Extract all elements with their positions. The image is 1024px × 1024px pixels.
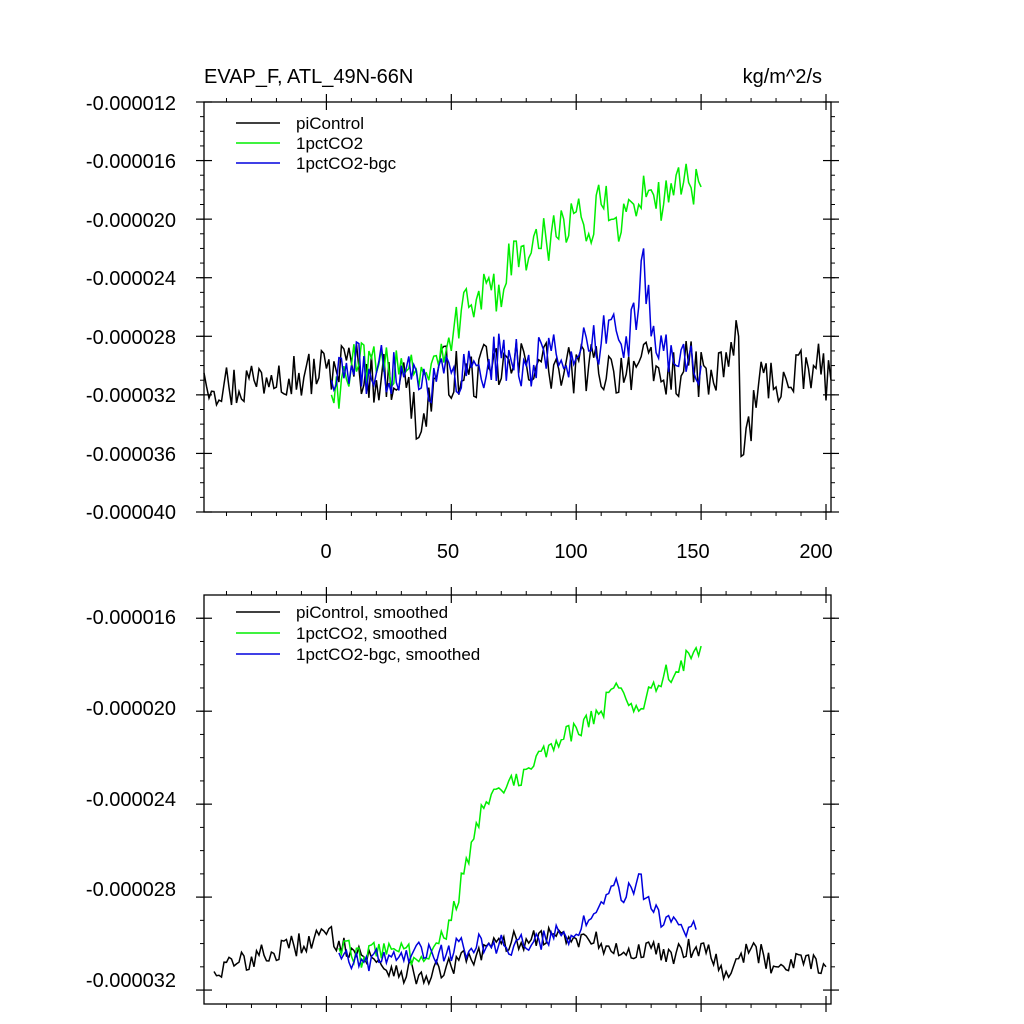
bottom-y-tick-label: -0.000024 bbox=[86, 789, 176, 811]
top-y-tick-label: -0.000024 bbox=[86, 268, 176, 290]
top-y-tick-label: -0.000012 bbox=[86, 93, 176, 115]
legend-label-picontrol: piControl bbox=[296, 114, 364, 133]
series-line-picontrol-smoothed bbox=[213, 924, 827, 987]
bottom-y-tick-labels: -0.000016 -0.000020 -0.000024 -0.000028 … bbox=[86, 607, 176, 992]
series-line-1pctco2 bbox=[330, 163, 702, 409]
top-x-tick-label: 0 bbox=[320, 541, 331, 563]
top-y-tick-label: -0.000032 bbox=[86, 385, 176, 407]
legend-label-1pctco2-smoothed: 1pctCO2, smoothed bbox=[296, 624, 447, 643]
legend-label-1pctco2-bgc-smoothed: 1pctCO2-bgc, smoothed bbox=[296, 645, 480, 664]
bottom-series-group bbox=[213, 645, 827, 987]
legend-label-picontrol-smoothed: piControl, smoothed bbox=[296, 603, 448, 622]
top-y-tick-label: -0.000028 bbox=[86, 327, 176, 349]
bottom-y-tick-label: -0.000016 bbox=[86, 607, 176, 629]
top-x-tick-label: 50 bbox=[437, 541, 459, 563]
top-legend: piControl 1pctCO2 1pctCO2-bgc bbox=[236, 114, 397, 173]
legend-label-1pctco2: 1pctCO2 bbox=[296, 134, 363, 153]
bottom-y-tick-label: -0.000028 bbox=[86, 879, 176, 901]
legend-label-1pctco2-bgc: 1pctCO2-bgc bbox=[296, 154, 397, 173]
series-line-1pctco2-bgc-smoothed bbox=[338, 873, 697, 972]
top-chart-title: EVAP_F, ATL_49N-66N bbox=[204, 66, 413, 88]
bottom-panel: -0.000016 -0.000020 -0.000024 -0.000028 … bbox=[86, 587, 839, 1012]
top-x-tick-labels: 0 50 100 150 200 bbox=[320, 541, 832, 563]
series-line-1pctco2-smoothed bbox=[338, 645, 702, 968]
top-x-tick-label: 100 bbox=[554, 541, 587, 563]
top-y-tick-labels: -0.000012 -0.000016 -0.000020 -0.000024 … bbox=[86, 93, 176, 524]
top-chart-units: kg/m^2/s bbox=[743, 66, 822, 88]
top-series-group bbox=[203, 163, 832, 458]
top-panel: EVAP_F, ATL_49N-66N kg/m^2/s -0.000012 -… bbox=[86, 66, 839, 563]
top-y-tick-label: -0.000020 bbox=[86, 210, 176, 232]
bottom-plot-frame bbox=[203, 594, 832, 1005]
bottom-y-tick-label: -0.000020 bbox=[86, 698, 176, 720]
series-line-1pctco2-bgc bbox=[330, 248, 702, 404]
top-y-tick-label: -0.000040 bbox=[86, 502, 176, 524]
top-y-tick-label: -0.000016 bbox=[86, 151, 176, 173]
top-x-tick-label: 200 bbox=[799, 541, 832, 563]
top-x-tick-label: 150 bbox=[676, 541, 709, 563]
bottom-legend: piControl, smoothed 1pctCO2, smoothed 1p… bbox=[236, 603, 480, 664]
bottom-y-tick-label: -0.000032 bbox=[86, 970, 176, 992]
bottom-axis-ticks bbox=[196, 587, 839, 1012]
top-y-tick-label: -0.000036 bbox=[86, 444, 176, 466]
series-line-picontrol bbox=[203, 320, 832, 458]
